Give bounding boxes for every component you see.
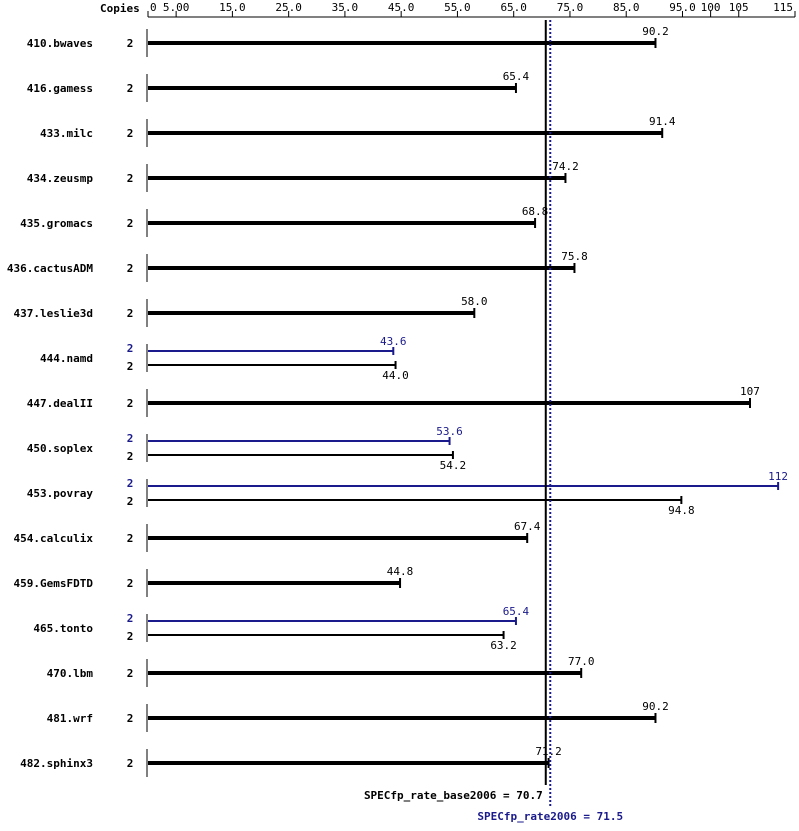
- copies: 2: [127, 577, 134, 590]
- benchmark-name: 433.milc: [40, 127, 93, 140]
- value-label: 77.0: [568, 655, 595, 668]
- value-label: 43.6: [380, 335, 407, 348]
- value-label: 90.2: [642, 700, 669, 713]
- copies-header: Copies: [100, 2, 140, 15]
- value-label: 71.2: [535, 745, 562, 758]
- benchmark-name: 481.wrf: [47, 712, 93, 725]
- value-label: 54.2: [440, 459, 467, 472]
- copies: 2: [127, 360, 134, 373]
- x-tick-label: 100: [701, 1, 721, 14]
- x-tick-label: 55.0: [444, 1, 471, 14]
- copies: 2: [127, 612, 134, 625]
- benchmark-name: 444.namd: [40, 352, 93, 365]
- x-tick-label: 25.0: [275, 1, 302, 14]
- copies: 2: [127, 307, 134, 320]
- copies: 2: [127, 532, 134, 545]
- benchmark-name: 482.sphinx3: [20, 757, 93, 770]
- benchmark-name: 454.calculix: [14, 532, 94, 545]
- benchmark-name: 435.gromacs: [20, 217, 93, 230]
- x-tick-label: 65.0: [500, 1, 527, 14]
- value-label: 67.4: [514, 520, 541, 533]
- x-tick-label: 95.0: [669, 1, 696, 14]
- benchmark-name: 453.povray: [27, 487, 94, 500]
- copies: 2: [127, 450, 134, 463]
- x-tick-label: 45.0: [388, 1, 415, 14]
- value-label: 63.2: [490, 639, 517, 652]
- x-tick-label: 0: [150, 1, 157, 14]
- copies: 2: [127, 82, 134, 95]
- benchmark-name: 470.lbm: [47, 667, 94, 680]
- x-tick-label: 15.0: [219, 1, 246, 14]
- value-label: 75.8: [561, 250, 588, 263]
- copies: 2: [127, 397, 134, 410]
- value-label: 107: [740, 385, 760, 398]
- copies: 2: [127, 495, 134, 508]
- value-label: 74.2: [552, 160, 579, 173]
- benchmark-name: 450.soplex: [27, 442, 94, 455]
- value-label: 90.2: [642, 25, 669, 38]
- value-label: 91.4: [649, 115, 676, 128]
- copies: 2: [127, 477, 134, 490]
- benchmark-name: 416.gamess: [27, 82, 93, 95]
- copies: 2: [127, 172, 134, 185]
- copies: 2: [127, 217, 134, 230]
- benchmark-name: 447.dealII: [27, 397, 93, 410]
- copies: 2: [127, 37, 134, 50]
- x-tick-label: 105: [729, 1, 749, 14]
- benchmark-name: 437.leslie3d: [14, 307, 93, 320]
- value-label: 44.8: [387, 565, 414, 578]
- benchmark-name: 459.GemsFDTD: [14, 577, 94, 590]
- x-tick-label: 35.0: [332, 1, 359, 14]
- copies: 2: [127, 262, 134, 275]
- copies: 2: [127, 667, 134, 680]
- summary-label: SPECfp_rate_base2006 = 70.7: [364, 789, 543, 802]
- benchmark-name: 436.cactusADM: [7, 262, 93, 275]
- benchmark-name: 410.bwaves: [27, 37, 93, 50]
- value-label: 53.6: [436, 425, 463, 438]
- x-tick-label: 5.00: [163, 1, 190, 14]
- x-tick-label: 115: [773, 1, 793, 14]
- value-label: 44.0: [382, 369, 409, 382]
- summary-label: SPECfp_rate2006 = 71.5: [477, 810, 623, 823]
- benchmark-name: 465.tonto: [33, 622, 93, 635]
- benchmark-name: 434.zeusmp: [27, 172, 94, 185]
- x-tick-label: 85.0: [613, 1, 640, 14]
- copies: 2: [127, 342, 134, 355]
- copies: 2: [127, 432, 134, 445]
- value-label: 68.8: [522, 205, 549, 218]
- value-label: 65.4: [503, 70, 530, 83]
- value-label: 112: [768, 470, 788, 483]
- x-tick-label: 75.0: [557, 1, 584, 14]
- copies: 2: [127, 712, 134, 725]
- value-label: 65.4: [503, 605, 530, 618]
- value-label: 58.0: [461, 295, 488, 308]
- copies: 2: [127, 757, 134, 770]
- copies: 2: [127, 630, 134, 643]
- value-label: 94.8: [668, 504, 695, 517]
- copies: 2: [127, 127, 134, 140]
